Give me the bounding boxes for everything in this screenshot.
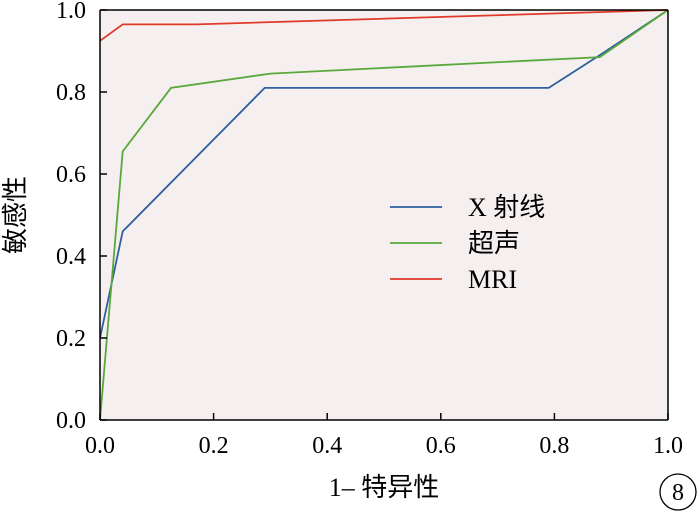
y-tick-label: 0.0: [56, 408, 86, 434]
y-tick-label: 0.4: [56, 244, 86, 270]
x-axis-title: 1– 特异性: [329, 473, 440, 502]
x-tick-label: 0.6: [426, 433, 456, 459]
y-tick-label: 0.2: [56, 326, 86, 352]
y-tick-label: 1.0: [56, 0, 86, 24]
y-tick-label: 0.8: [56, 80, 86, 106]
series-layer: [99, 9, 669, 421]
panel-label-circle: [659, 473, 697, 511]
panel-label-text: 8: [672, 480, 684, 506]
plot-area: [100, 10, 668, 420]
x-tick-label: 0.4: [312, 433, 342, 459]
axes-layer: [99, 9, 669, 421]
series-line-1: [99, 9, 669, 339]
x-tick-label: 1.0: [653, 433, 683, 459]
ticks-layer: 0.0 0.2 0.4 0.6 0.8 1.0 0.0 0.2 0.4 0.6 0.8 1.0: [56, 0, 683, 459]
series-line-3: [99, 9, 669, 42]
panel-label-badge: 8: [659, 473, 697, 511]
series-line-2: [99, 9, 669, 421]
x-tick-label: 0.0: [85, 433, 115, 459]
x-tick-label: 0.2: [199, 433, 229, 459]
x-tick-label: 0.8: [539, 433, 569, 459]
y-tick-label: 0.6: [56, 162, 86, 188]
y-axis-title: 敏感性: [1, 176, 30, 254]
legend-label-1: X 射线: [468, 193, 545, 222]
legend-label-2: 超声: [468, 229, 520, 258]
legend-label-3: MRI: [468, 265, 517, 294]
